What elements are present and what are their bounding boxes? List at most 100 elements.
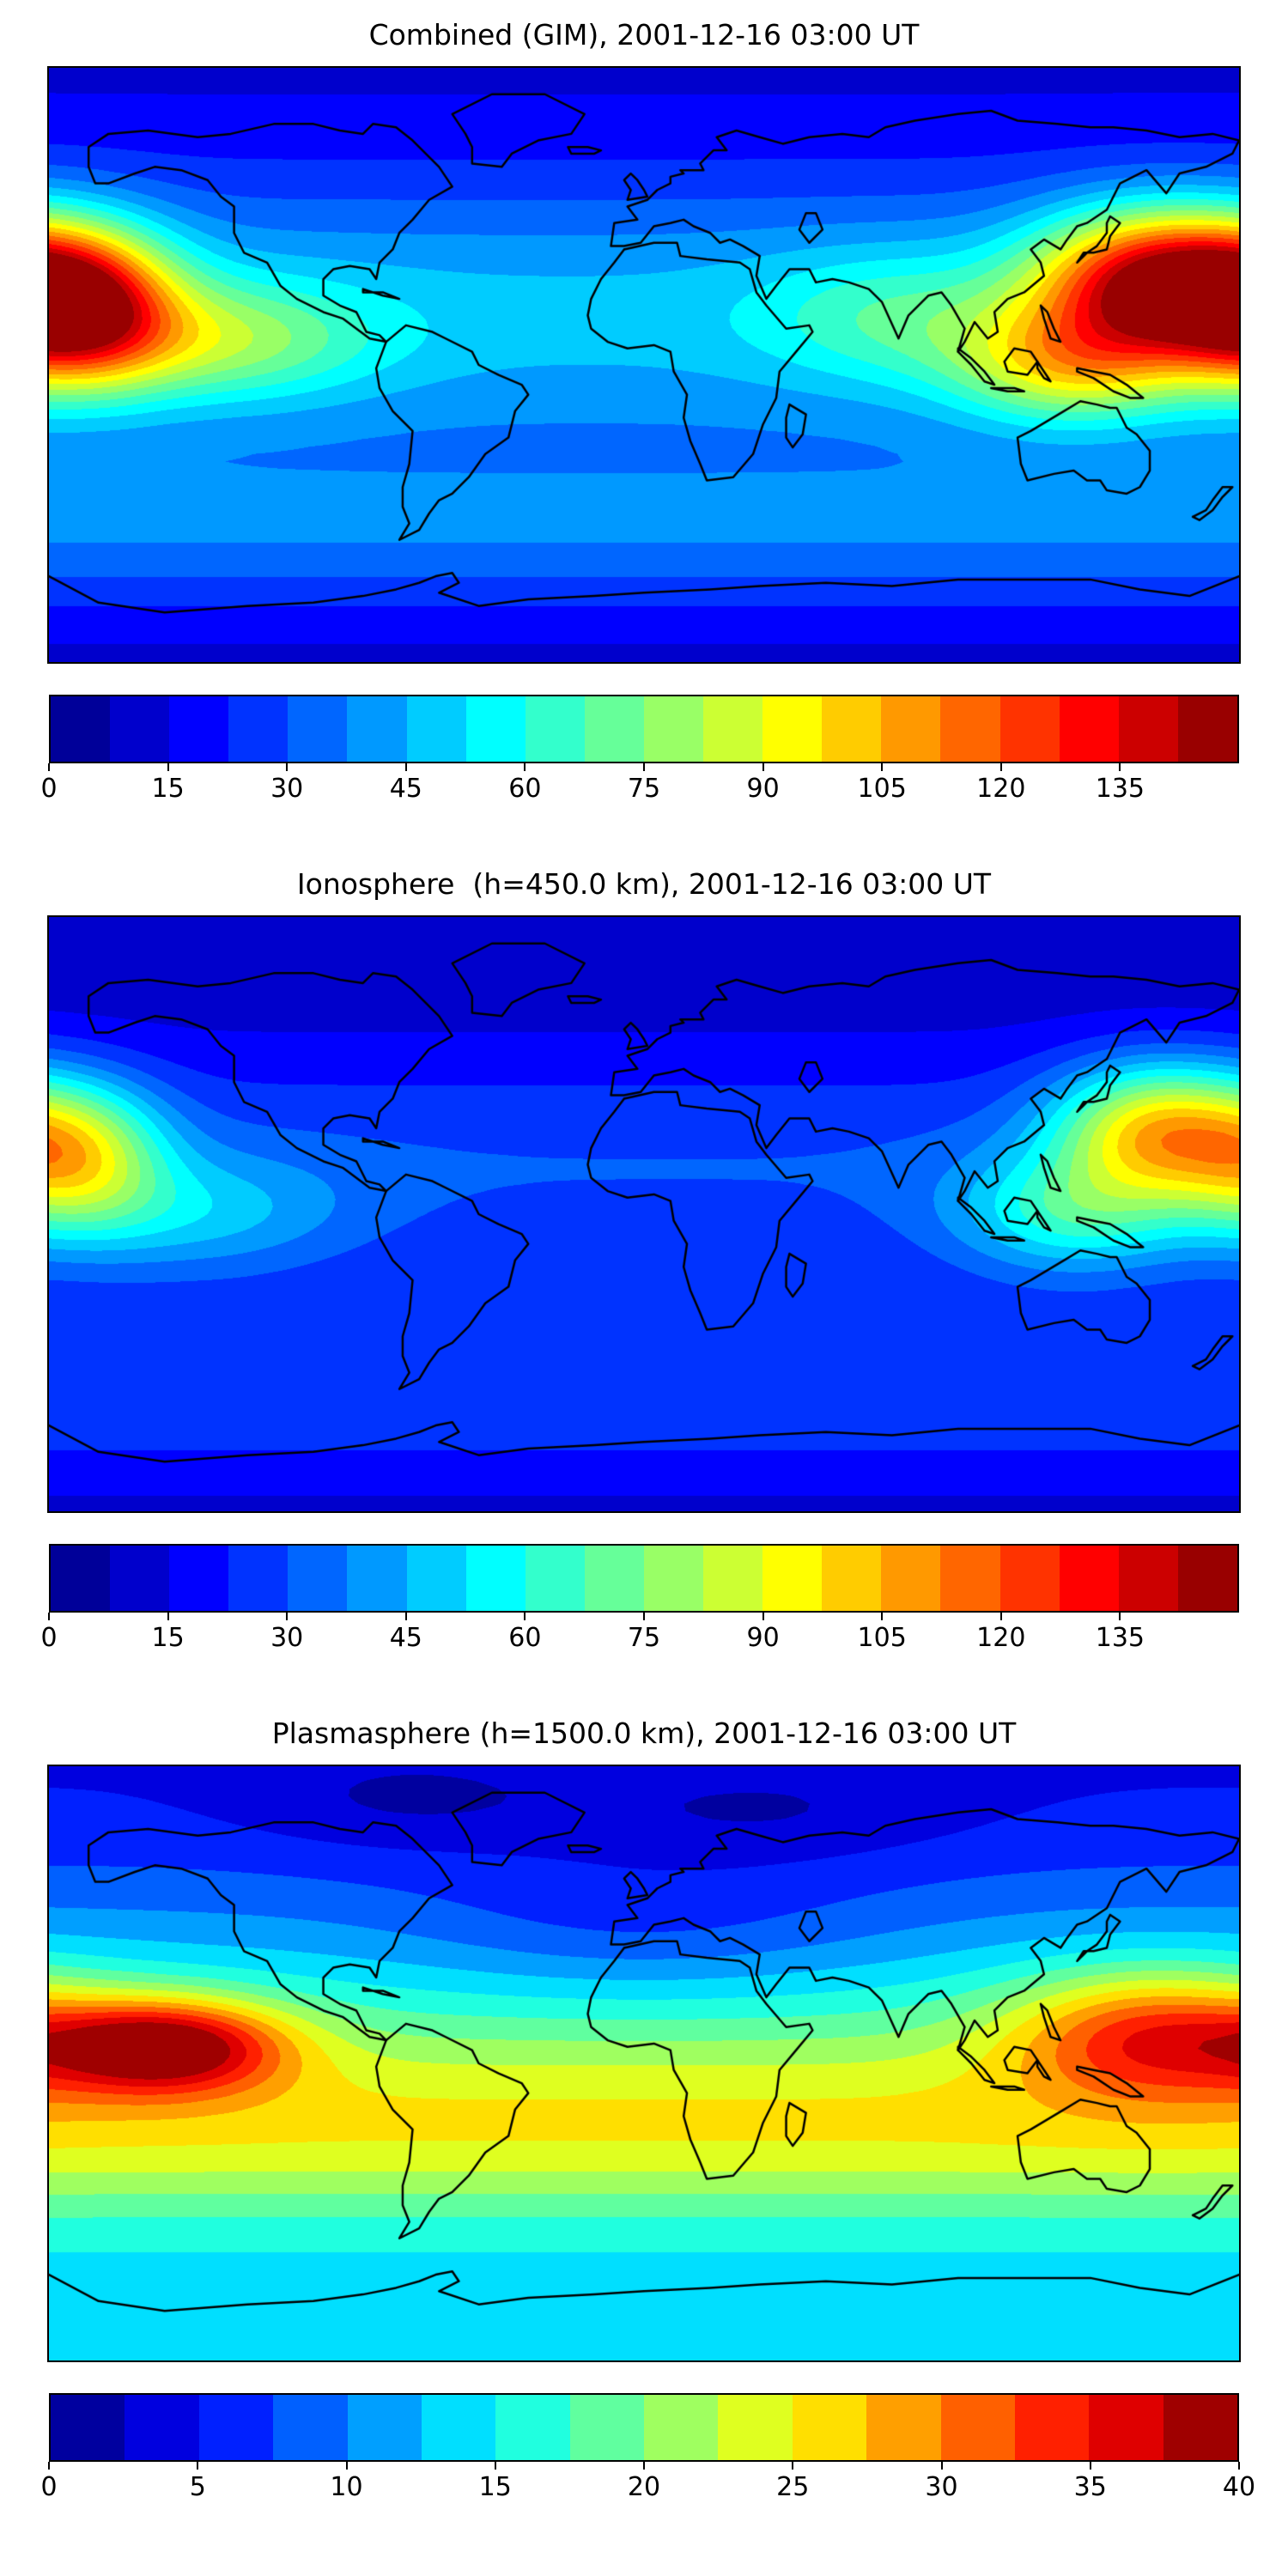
colorbar-segment (643, 696, 704, 762)
colorbar-tick (1119, 762, 1121, 771)
colorbar-tick (48, 2461, 50, 2470)
colorbar-segment (347, 2394, 422, 2460)
colorbar-tick (404, 1612, 407, 1620)
tec-map-canvas (47, 65, 1241, 664)
colorbar-segment (940, 2394, 1015, 2460)
colorbar-tick (167, 762, 169, 771)
colorbar-tick-label: 135 (1095, 1622, 1145, 1653)
colorbar-gradient (49, 1543, 1239, 1613)
colorbar-tick-label: 0 (40, 2471, 58, 2502)
colorbar-segment (465, 696, 526, 762)
colorbar-tick-label: 45 (389, 1622, 422, 1653)
colorbar-segment (999, 1545, 1060, 1611)
colorbar-tick-label: 5 (189, 2471, 206, 2502)
colorbar-tick (940, 2461, 943, 2470)
colorbar-tick (1238, 2461, 1240, 2470)
colorbar-segment (228, 696, 289, 762)
colorbar-segment (228, 1545, 289, 1611)
colorbar-tick-label: 10 (330, 2471, 363, 2502)
colorbar-tick (1089, 2461, 1091, 2470)
colorbar-tick-label: 45 (389, 773, 422, 804)
colorbar-tick-label: 40 (1222, 2471, 1256, 2502)
colorbar-tick (404, 762, 407, 771)
colorbar-segment (169, 696, 229, 762)
colorbar-tick-label: 30 (270, 1622, 304, 1653)
panel-combined-gim: Combined (GIM), 2001-12-16 03:00 UT 0 15 3… (0, 0, 1288, 810)
colorbar-tick-label: 60 (508, 1622, 542, 1653)
colorbar-tick-label: 30 (925, 2471, 958, 2502)
colorbar-tick (999, 1612, 1002, 1620)
colorbar-tick (167, 1612, 169, 1620)
colorbar-segment (169, 1545, 229, 1611)
colorbar-tick (762, 762, 764, 771)
tec-map-canvas (47, 1764, 1241, 2362)
colorbar-axis: 0 15 30 45 60 75 90 105 120 135 (40, 1612, 1239, 1659)
colorbar-segment (584, 1545, 644, 1611)
colorbar-tick (524, 1612, 526, 1620)
colorbar-segment (1059, 696, 1119, 762)
colorbar-segment (866, 2394, 941, 2460)
colorbar-segment (940, 1545, 1000, 1611)
panel-title: Ionosphere (h=450.0 km), 2001-12-16 03:0… (296, 866, 992, 901)
colorbar-segment (569, 2394, 644, 2460)
colorbar-tick-label: 90 (746, 1622, 780, 1653)
colorbar-segment (822, 696, 882, 762)
panel-title: Combined (GIM), 2001-12-16 03:00 UT (368, 18, 920, 52)
colorbar-tick (881, 1612, 884, 1620)
map-area: 0 15 30 45 60 75 90 105 120 135 (40, 914, 1241, 1659)
colorbar-tick-label: 75 (627, 773, 661, 804)
panel-title: Plasmasphere (h=1500.0 km), 2001-12-16 0… (271, 1716, 1017, 1750)
tec-map-canvas (47, 914, 1241, 1513)
colorbar-segment (1163, 2394, 1237, 2460)
colorbar-segment (643, 1545, 704, 1611)
colorbar-tick (643, 2461, 645, 2470)
colorbar-tick-label: 15 (151, 773, 185, 804)
colorbar-segment (525, 1545, 585, 1611)
colorbar-tick (762, 1612, 764, 1620)
colorbar-segment (110, 696, 170, 762)
colorbar-segment (792, 2394, 867, 2460)
map-area: 0 15 30 45 60 75 90 105 120 135 (40, 65, 1241, 810)
colorbar-tick (197, 2461, 199, 2470)
colorbar-tick-label: 75 (627, 1622, 661, 1653)
tec-maps-figure: Combined (GIM), 2001-12-16 03:00 UT 0 15 3… (0, 0, 1288, 2508)
colorbar-segment (347, 696, 407, 762)
colorbar-segment (1177, 1545, 1237, 1611)
colorbar: 0 5 10 15 20 25 30 35 40 (40, 2392, 1255, 2508)
colorbar-tick-label: 90 (746, 773, 780, 804)
colorbar-segment (406, 1545, 466, 1611)
colorbar-tick-label: 0 (40, 1622, 58, 1653)
colorbar-segment (51, 2394, 125, 2460)
colorbar-axis: 0 15 30 45 60 75 90 105 120 135 (40, 762, 1239, 810)
colorbar-segment (822, 1545, 882, 1611)
colorbar-segment (125, 2394, 199, 2460)
map-area: 0 5 10 15 20 25 30 35 40 (40, 1764, 1255, 2508)
colorbar-segment (288, 696, 348, 762)
colorbar-segment (1014, 2394, 1090, 2460)
colorbar-tick (1119, 1612, 1121, 1620)
colorbar-segment (525, 696, 585, 762)
colorbar: 0 15 30 45 60 75 90 105 120 135 (40, 694, 1239, 810)
colorbar-segment (347, 1545, 407, 1611)
colorbar-segment (703, 696, 763, 762)
colorbar: 0 15 30 45 60 75 90 105 120 135 (40, 1543, 1239, 1659)
panel-plasmasphere: Plasmasphere (h=1500.0 km), 2001-12-16 0… (0, 1698, 1288, 2508)
colorbar-gradient (49, 694, 1239, 763)
colorbar-tick (286, 1612, 289, 1620)
panel-ionosphere: Ionosphere (h=450.0 km), 2001-12-16 03:0… (0, 849, 1288, 1659)
colorbar-segment (1177, 696, 1237, 762)
colorbar-tick-label: 60 (508, 773, 542, 804)
colorbar-segment (1118, 696, 1178, 762)
colorbar-tick (643, 1612, 645, 1620)
colorbar-segment (273, 2394, 348, 2460)
colorbar-tick-label: 0 (40, 773, 58, 804)
colorbar-segment (762, 696, 823, 762)
colorbar-segment (495, 2394, 570, 2460)
colorbar-segment (644, 2394, 719, 2460)
colorbar-gradient (49, 2392, 1239, 2462)
colorbar-tick-label: 135 (1095, 773, 1145, 804)
colorbar-tick-label: 30 (270, 773, 304, 804)
colorbar-segment (421, 2394, 496, 2460)
colorbar-segment (1059, 1545, 1119, 1611)
colorbar-tick (999, 762, 1002, 771)
